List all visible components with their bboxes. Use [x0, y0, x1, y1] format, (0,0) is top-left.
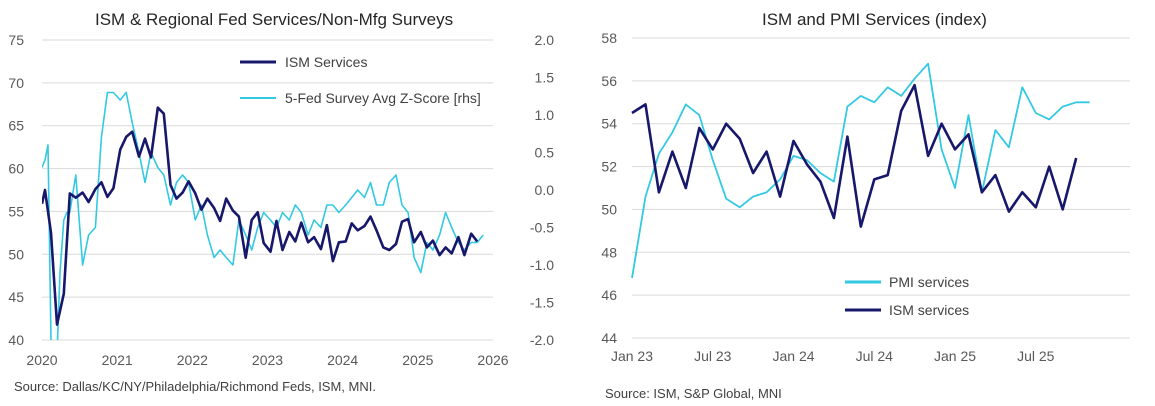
- left-x-tick-label: 2023: [252, 352, 283, 368]
- right-chart-source: Source: ISM, S&P Global, MNI: [605, 386, 782, 401]
- left-chart-panel: ISM & Regional Fed Services/Non-Mfg Surv…: [0, 0, 554, 406]
- legend-ism-services-label: ISM services: [889, 302, 969, 318]
- ism-services-series-line: [631, 83, 1078, 228]
- right-x-tick-label: Jul 25: [1017, 348, 1055, 364]
- left-y2-tick-label: 1.5: [535, 70, 555, 86]
- legend-z-score-label: 5-Fed Survey Avg Z-Score [rhs]: [285, 90, 481, 106]
- left-x-tick-label: 2024: [327, 352, 358, 368]
- ism-services-series-line: [42, 106, 479, 326]
- right-x-tick-label: Jan 23: [611, 348, 653, 364]
- left-y-tick-label: 65: [8, 118, 24, 134]
- left-x-tick-label: 2025: [402, 352, 433, 368]
- right-y-tick-label: 58: [601, 30, 617, 46]
- right-chart-title: ISM and PMI Services (index): [762, 10, 987, 29]
- left-y2-tick-label: 2.0: [535, 32, 555, 48]
- left-y2-tick-label: -1.0: [530, 257, 554, 273]
- left-x-tick-label: 2022: [177, 352, 208, 368]
- right-y-tick-label: 46: [601, 287, 617, 303]
- pmi-services-series-line: [631, 62, 1090, 279]
- left-y2-tick-label: -0.5: [530, 220, 554, 236]
- right-y-tick-label: 48: [601, 244, 617, 260]
- left-y-tick-label: 40: [8, 332, 24, 348]
- left-y2-tick-label: 1.0: [535, 107, 555, 123]
- right-y-tick-label: 54: [601, 116, 617, 132]
- left-y-tick-label: 60: [8, 161, 24, 177]
- left-y-tick-label: 75: [8, 32, 24, 48]
- right-y-tick-label: 52: [601, 159, 617, 175]
- left-x-tick-label: 2026: [477, 352, 508, 368]
- left-y2-tick-label: -2.0: [530, 332, 554, 348]
- left-y-tick-label: 70: [8, 75, 24, 91]
- left-x-tick-label: 2020: [26, 352, 57, 368]
- left-y2-tick-label: -1.5: [530, 295, 554, 311]
- right-x-tick-label: Jul 24: [856, 348, 894, 364]
- left-y-tick-label: 50: [8, 246, 24, 262]
- right-chart-panel: ISM and PMI Services (index) 44 46 48 50 52 5…: [575, 0, 1155, 406]
- right-y-tick-label: 44: [601, 330, 617, 346]
- left-y-tick-label: 55: [8, 203, 24, 219]
- left-y-tick-label: 45: [8, 289, 24, 305]
- right-x-tick-label: Jan 25: [934, 348, 976, 364]
- right-legend: PMI services ISM services: [845, 274, 969, 318]
- legend-pmi-services-label: PMI services: [889, 274, 969, 290]
- right-y-tick-label: 50: [601, 201, 617, 217]
- right-x-tick-label: Jan 24: [772, 348, 814, 364]
- left-y2-tick-label: 0.0: [535, 182, 555, 198]
- left-x-tick-label: 2021: [102, 352, 133, 368]
- left-chart-source: Source: Dallas/KC/NY/Philadelphia/Richmo…: [14, 379, 376, 394]
- right-y-tick-label: 56: [601, 73, 617, 89]
- left-y2-tick-label: 0.5: [535, 145, 555, 161]
- legend-ism-services-label: ISM Services: [285, 54, 367, 70]
- right-x-tick-label: Jul 23: [694, 348, 732, 364]
- right-chart-svg: 44 46 48 50 52 54 56 58 Jan 23 Jul 23 Jan 24 Jul 24…: [601, 30, 1130, 364]
- left-chart-svg: 40 45 50 55 60 65 70 75 -2.0 -1.5 -1.0 -0.5 0.0 0.5 1.…: [8, 32, 554, 368]
- left-legend: ISM Services 5-Fed Survey Avg Z-Score [rh…: [240, 54, 481, 106]
- left-chart-title: ISM & Regional Fed Services/Non-Mfg Surv…: [95, 10, 454, 29]
